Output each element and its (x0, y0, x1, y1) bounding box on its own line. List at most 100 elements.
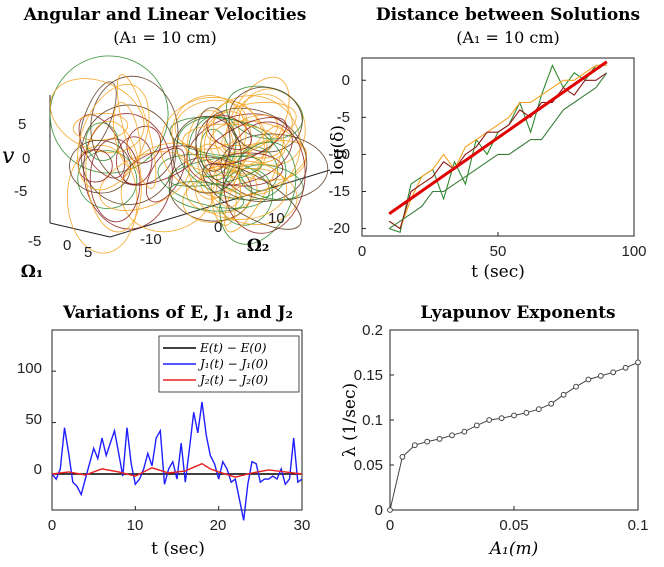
angular-trajectories (49, 55, 329, 254)
lyapunov-point (449, 432, 455, 439)
lyapunov-point (635, 359, 641, 366)
angular-orbit (195, 107, 308, 203)
distance-ytick: -15 (328, 183, 350, 200)
angular-orbit (219, 167, 274, 226)
angular-orbit (174, 99, 248, 150)
variations-title: Variations of E, J₁ and J₂ (62, 303, 293, 323)
distance-fit-line (388, 60, 608, 215)
angular-orbit (182, 123, 286, 166)
angular-orbit (172, 115, 242, 194)
lyapunov-tick-marks (389, 329, 639, 511)
angular-title: Angular and Linear Velocities (23, 5, 307, 25)
variations-xtick: 20 (210, 517, 227, 534)
angular-orbit (228, 86, 303, 153)
angular-orbit (212, 101, 265, 175)
lyapunov-point (622, 364, 629, 371)
lyapunov-point (535, 406, 542, 413)
variations-xtick: 30 (294, 517, 311, 534)
lyapunov-xtick: 0 (386, 517, 394, 534)
angular-ytick: 0 (214, 219, 222, 236)
lyapunov-title: Lyapunov Exponents (420, 303, 615, 323)
lyapunov-ytick: 0.05 (354, 457, 383, 474)
variations-ytick: 0 (34, 461, 42, 478)
lyapunov-point (523, 409, 530, 416)
lyapunov-plot-area (389, 329, 639, 511)
distance-xtick: 50 (490, 243, 507, 260)
lyapunov-point (473, 422, 480, 429)
lyapunov-point (610, 369, 617, 376)
distance-ytick: -5 (337, 109, 350, 126)
lyapunov-point (399, 454, 406, 460)
angular-orbit (122, 145, 198, 186)
lyapunov-point (436, 436, 443, 442)
distance-series (388, 60, 608, 234)
lyapunov-point (573, 383, 579, 390)
distance-ytick: -20 (328, 220, 350, 237)
variations-xlabel: t (sec) (151, 539, 205, 559)
variations-ytick: 100 (17, 360, 42, 377)
variations-tick-marks (51, 370, 303, 510)
angular-xtick: -5 (28, 233, 41, 250)
angular-orbit (205, 117, 287, 166)
panel-variations: Variations of E, J₁ and J₂ E(t) − E(0) J… (17, 303, 310, 559)
variations-series (51, 401, 303, 521)
angular-orbit (223, 121, 306, 234)
distance-subtitle: (A₁ = 10 cm) (456, 28, 560, 47)
angular-orbit (206, 114, 252, 150)
distance-plot-area (361, 57, 635, 237)
angular-orbit (202, 163, 302, 230)
lyapunov-point (424, 438, 431, 445)
angular-orbit (195, 107, 231, 172)
distance-xtick: 0 (358, 243, 366, 260)
distance-series-1 (389, 64, 607, 234)
variations-legend: E(t) − E(0) J₁(t) − J₁(0) J₂(t) − J₂(0) (158, 335, 300, 393)
lyapunov-series (387, 359, 641, 513)
variations-series-3 (51, 462, 303, 478)
angular-ytick: 10 (268, 210, 285, 227)
angular-orbit (238, 164, 304, 200)
distance-tick-marks (361, 79, 635, 236)
distance-xlabel: t (sec) (471, 262, 525, 282)
angular-orbit (77, 83, 150, 191)
angular-orbit (116, 73, 157, 190)
angular-xlabel: Ω₁ (21, 262, 44, 282)
angular-orbit (112, 101, 141, 170)
distance-ylabel: log(δ) (328, 125, 348, 175)
variations-ytick: 50 (25, 411, 42, 428)
distance-ytick: -10 (328, 146, 350, 163)
lyapunov-point (486, 417, 493, 423)
angular-ztick: 5 (18, 116, 26, 133)
lyapunov-xlabel: A₁(m) (488, 539, 538, 559)
angular-ztick: 0 (22, 150, 30, 167)
angular-orbit (49, 78, 145, 153)
distance-series-3 (388, 72, 608, 230)
lyapunov-point (560, 391, 567, 398)
angular-xtick: 0 (63, 237, 71, 254)
angular-ytick: -10 (140, 231, 162, 248)
angular-xtick: 5 (84, 244, 92, 261)
panel-angular: Angular and Linear Velocities (A₁ = 10 c… (2, 5, 331, 282)
angular-orbit (89, 138, 141, 223)
legend-label-j2: J₂(t) − J₂(0) (197, 373, 268, 387)
legend-label-j1: J₁(t) − J₁(0) (197, 357, 268, 371)
legend-label-e: E(t) − E(0) (199, 341, 267, 355)
angular-orbit (80, 104, 176, 206)
lyapunov-point (597, 373, 604, 379)
angular-orbit (197, 143, 241, 208)
angular-orbit (188, 115, 237, 178)
distance-series-4 (388, 72, 608, 230)
angular-ylabel: Ω₂ (247, 236, 270, 256)
lyapunov-ytick: 0.15 (354, 367, 383, 384)
lyapunov-ytick: 0 (375, 502, 383, 519)
lyapunov-point (461, 428, 468, 435)
angular-orbit (224, 125, 285, 233)
lyapunov-point (387, 507, 393, 513)
variations-series-2 (51, 401, 303, 521)
angular-orbit (171, 95, 247, 171)
angular-subtitle: (A₁ = 10 cm) (113, 28, 217, 47)
angular-orbit (210, 166, 237, 226)
lyapunov-ytick: 0.1 (362, 412, 383, 429)
lyapunov-point (548, 400, 555, 407)
angular-ztick: -5 (14, 183, 27, 200)
